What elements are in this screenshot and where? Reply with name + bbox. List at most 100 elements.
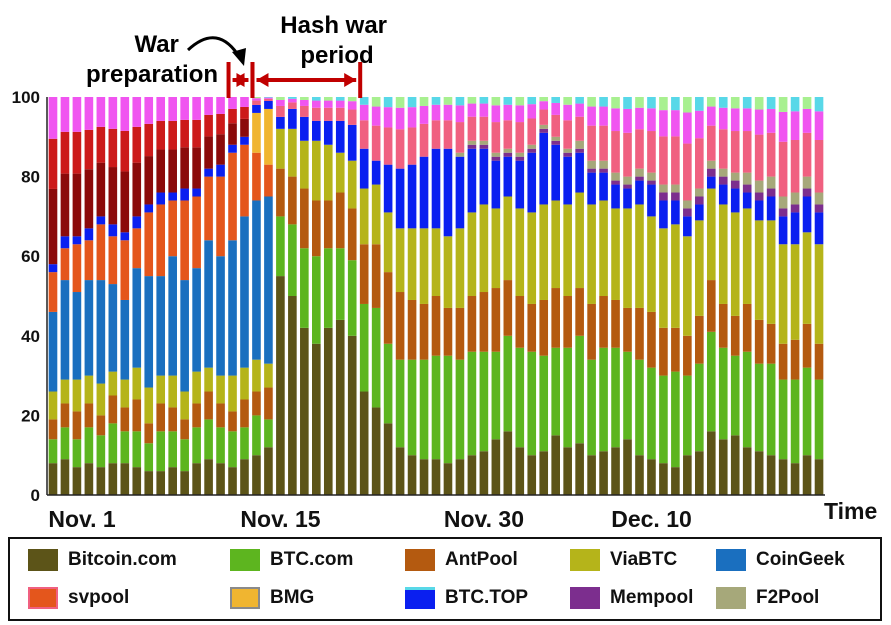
bar-f2pool-35	[467, 140, 477, 145]
bar-other-1-60	[766, 108, 776, 133]
war-preparation-label: War preparation	[86, 31, 218, 88]
bar-btc-top-25	[347, 124, 357, 161]
bar-other-2-37	[491, 97, 501, 106]
bar-other-0-18	[264, 98, 273, 101]
bar-bitcoin-com-30	[407, 455, 417, 495]
bar-other-1-28	[383, 107, 393, 128]
bar-bitcoin-com-23	[323, 327, 333, 495]
bar-mempool-49	[635, 176, 644, 181]
bar-bitcoin-com-41	[539, 451, 549, 495]
bar-other-1-45	[587, 106, 596, 126]
bar-other-0-27	[371, 125, 381, 161]
bar-other-1-44	[575, 103, 584, 117]
bar-viabtc-30	[407, 228, 417, 300]
bar-antpool-64	[814, 343, 824, 380]
legend-item-svpool: svpool	[28, 583, 129, 613]
bar-bitcoin-com-2	[72, 467, 82, 495]
bar-viabtc-7	[132, 367, 142, 400]
curved-arrow-icon	[186, 36, 242, 59]
bar-other-1-3	[84, 129, 94, 170]
bar-f2pool-39	[515, 152, 525, 157]
bar-mempool-47	[611, 180, 620, 185]
bar-btc-com-15	[228, 431, 237, 468]
bar-viabtc-4	[96, 383, 106, 416]
bar-other-1-13	[204, 114, 213, 137]
bar-btc-top-7	[132, 216, 142, 229]
bar-viabtc-44	[575, 192, 584, 289]
legend-label: BMG	[270, 587, 315, 608]
bar-antpool-33	[443, 307, 453, 356]
bar-other-1-5	[108, 128, 118, 168]
bar-other-0-55	[706, 125, 716, 161]
bar-viabtc-64	[814, 244, 824, 344]
bar-mempool-54	[695, 196, 704, 205]
bar-btc-com-22	[312, 256, 321, 344]
bar-other-1-58	[742, 108, 752, 132]
bar-btc-com-24	[335, 248, 345, 320]
bar-bitcoin-com-54	[695, 451, 704, 495]
x-tick-label-2: Nov. 30	[444, 506, 524, 532]
bar-btc-com-38	[503, 335, 513, 432]
bar-btc-top-42	[551, 144, 560, 201]
bar-btc-top-28	[383, 164, 393, 213]
bar-f2pool-60	[766, 176, 776, 189]
bar-viabtc-1	[60, 379, 70, 404]
bar-bitcoin-com-39	[515, 447, 525, 495]
bar-bitcoin-com-46	[599, 451, 608, 495]
bar-svpool-2	[72, 244, 82, 293]
bar-svpool-6	[120, 240, 130, 300]
bar-mempool-55	[706, 168, 716, 177]
bar-other-0-22	[312, 107, 321, 121]
bar-other-0-12	[192, 147, 201, 189]
bar-other-0-30	[407, 127, 417, 165]
bar-viabtc-5	[108, 371, 118, 396]
bar-f2pool-59	[754, 180, 764, 193]
bar-other-2-38	[503, 97, 513, 105]
bar-other-1-59	[754, 109, 764, 135]
bar-other-0-42	[551, 114, 560, 137]
bar-other-1-31	[419, 105, 429, 124]
bar-btc-com-8	[144, 443, 154, 472]
bar-other-1-25	[347, 101, 357, 110]
bar-other-1-29	[395, 107, 405, 130]
bar-other-2-50	[647, 97, 656, 109]
bar-btc-top-51	[659, 200, 668, 229]
y-tick-label-80: 80	[21, 168, 40, 187]
bar-bitcoin-com-17	[252, 455, 261, 495]
bar-other-0-47	[611, 131, 620, 173]
bar-btc-top-26	[359, 148, 369, 189]
bar-viabtc-47	[611, 208, 620, 300]
bar-viabtc-50	[647, 216, 656, 312]
legend-item-coingeek: CoinGeek	[716, 545, 845, 575]
bar-f2pool-42	[551, 136, 560, 141]
bar-btc-top-30	[407, 164, 417, 229]
bar-mempool-63	[802, 188, 812, 197]
bar-btc-com-49	[635, 359, 644, 456]
bar-viabtc-61	[778, 244, 788, 344]
bar-btc-com-51	[659, 375, 668, 464]
bar-btc-com-28	[383, 343, 393, 424]
bar-viabtc-58	[742, 208, 752, 304]
bar-btc-com-23	[323, 248, 333, 328]
bar-other-0-57	[730, 131, 740, 173]
bar-antpool-22	[312, 200, 321, 257]
bar-antpool-8	[144, 423, 154, 444]
bar-bitcoin-com-45	[587, 455, 596, 495]
bar-bitcoin-com-64	[814, 459, 824, 495]
bar-antpool-46	[599, 296, 608, 348]
bar-svpool-7	[132, 228, 142, 269]
bar-svpool-11	[180, 200, 189, 281]
bar-coingeek-9	[156, 276, 166, 376]
bar-other-2-7	[132, 97, 142, 127]
bar-other-0-21	[300, 105, 309, 117]
bar-antpool-39	[515, 296, 525, 348]
bar-mempool-35	[467, 144, 477, 149]
bar-antpool-26	[359, 244, 369, 304]
bar-antpool-0	[48, 419, 58, 440]
legend-label: CoinGeek	[756, 549, 845, 570]
bar-btc-top-47	[611, 184, 620, 209]
bar-other-2-46	[599, 97, 608, 107]
bar-viabtc-27	[371, 184, 381, 245]
bar-coingeek-6	[120, 299, 130, 380]
bar-antpool-63	[802, 323, 812, 368]
